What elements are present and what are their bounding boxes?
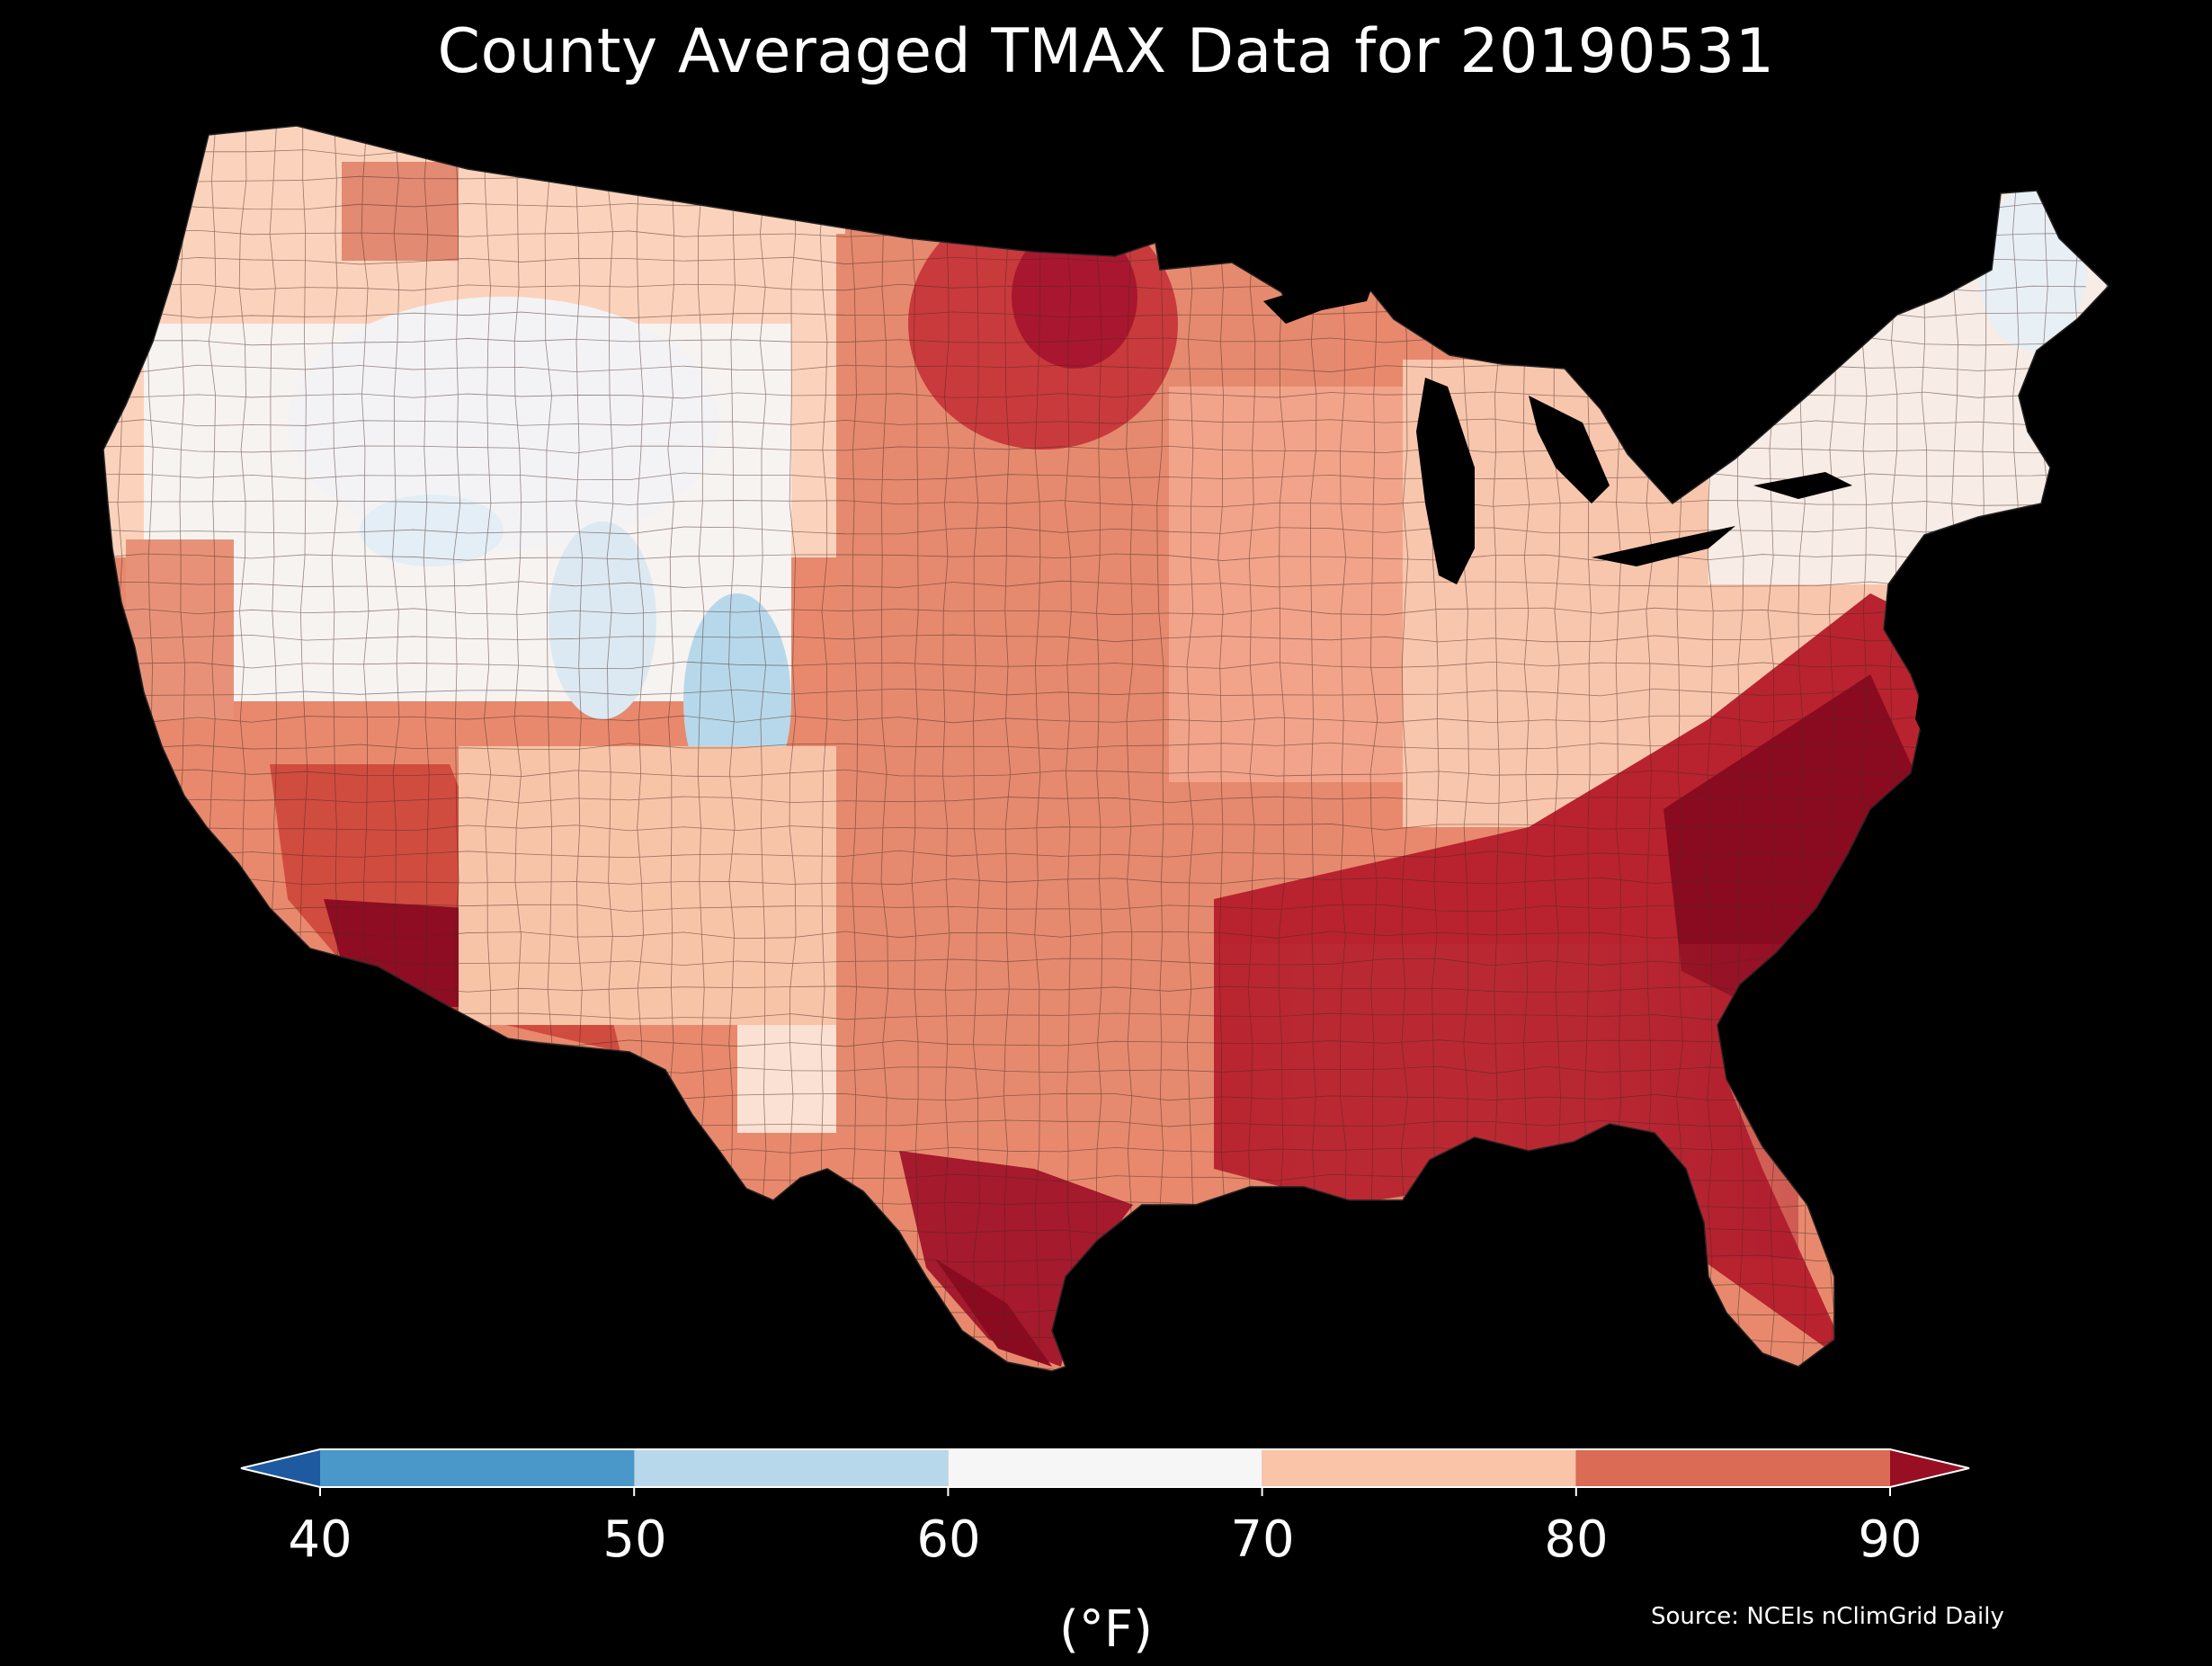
map-title: County Averaged TMAX Data for 20190531 [437,16,1775,87]
county-line [1186,126,1194,1368]
county-line [911,126,919,1368]
county-line [103,958,2087,967]
county-line [851,126,859,1368]
nevada-cool-region [360,494,504,566]
colorbar-unit-label: (°F) [1059,1600,1153,1659]
new-mexico-region [459,746,836,1025]
county-line [103,931,2087,940]
colorbar-over-arrow [1890,1449,1969,1487]
source-credit: Source: NCEIs nClimGrid Daily [1651,1603,2004,1630]
county-line [759,126,767,1368]
county-line [1003,126,1012,1368]
south-texas-hot-region [899,1151,1133,1367]
colorbar-bin-50-60 [634,1449,949,1487]
county-line [103,661,2087,670]
county-line [103,580,2087,589]
colorbar-tick-80: 80 [1544,1510,1609,1569]
county-line [972,126,981,1368]
county-line [103,715,2087,724]
colorbar-tick-50: 50 [602,1510,667,1569]
lake-erie [1592,526,1735,566]
colorbar-bin-80-90 [1575,1449,1890,1487]
utah-cool-region [549,521,656,719]
colorbar-tick-90: 90 [1858,1510,1922,1569]
carolinas-hot-region [1663,674,1915,1007]
colorbar-bin-70-80 [1262,1449,1576,1487]
great-lakes [1263,277,1942,755]
colorbar-bin-40-50 [320,1449,635,1487]
county-line [103,904,2087,913]
colorbar-under-arrow [241,1449,320,1487]
county-line [1217,126,1226,1368]
chesapeake-bay [1915,656,1942,755]
county-line [1247,126,1256,1368]
county-line [103,877,2087,886]
lake-superior [1263,277,1376,324]
county-line [103,823,2087,832]
county-line [1094,126,1103,1368]
county-line [103,607,2087,616]
county-line [103,796,2087,805]
county-line [941,126,950,1368]
county-line [103,634,2087,643]
county-line [880,126,888,1368]
county-line [103,472,2087,481]
county-line [103,526,2087,535]
lake-michigan [1416,378,1475,584]
county-line [1126,126,1133,1368]
north-dakota-hot-region [1012,225,1137,369]
county-line [103,769,2087,778]
colorbar-tick-40: 40 [288,1510,352,1569]
county-line [1065,126,1073,1368]
county-line [103,553,2087,562]
county-line [1034,126,1041,1368]
colorbar-tick-60: 60 [916,1510,981,1569]
county-line [103,850,2087,859]
colorbar-tick-70: 70 [1230,1510,1295,1569]
county-line [1156,126,1164,1368]
county-line [789,126,797,1368]
county-line [728,126,736,1368]
county-line [103,688,2087,697]
colorbar-bin-60-70 [948,1449,1262,1487]
county-line [103,500,2087,508]
county-line [103,742,2087,751]
county-line [819,126,828,1368]
lake-ontario [1753,472,1852,499]
lake-huron [1529,396,1610,503]
